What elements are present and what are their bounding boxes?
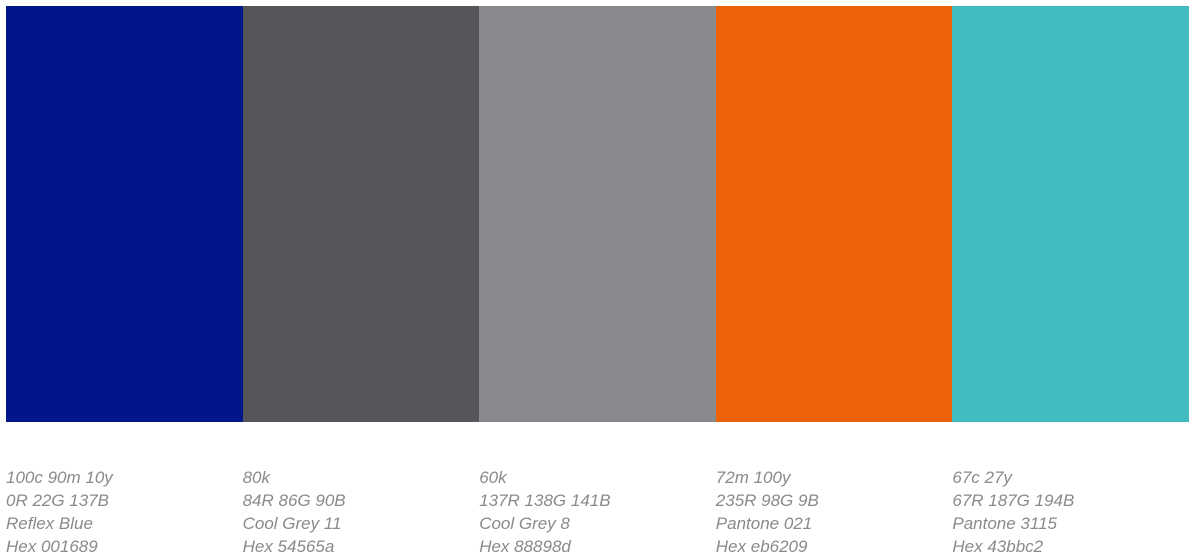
color-swatch-row xyxy=(6,6,1189,422)
cmyk-value: 72m 100y xyxy=(715,468,791,487)
cmyk-value: 60k xyxy=(479,468,507,487)
rgb-value: 0R 22G 137B xyxy=(6,491,110,510)
spec-cool-grey-11: 80k 84R 86G 90B Cool Grey 11 Hex 54565a xyxy=(243,466,480,558)
swatch-pantone-021 xyxy=(715,6,953,422)
cmyk-value: 80k xyxy=(242,468,271,487)
hex-value: Hex 88898d xyxy=(479,537,571,556)
rgb-value: 137R 138G 141B xyxy=(479,491,611,510)
cmyk-value: 100c 90m 10y xyxy=(6,468,113,487)
pantone-name: Cool Grey 11 xyxy=(242,514,342,533)
pantone-name: Cool Grey 8 xyxy=(479,514,570,533)
hex-value: Hex 54565a xyxy=(242,537,335,556)
swatch-cool-grey-8 xyxy=(479,6,716,422)
swatch-reflex-blue xyxy=(6,6,243,422)
swatch-cool-grey-11 xyxy=(242,6,480,422)
spec-pantone-3115: 67c 27y 67R 187G 194B Pantone 3115 Hex 4… xyxy=(952,466,1189,558)
spec-pantone-021: 72m 100y 235R 98G 9B Pantone 021 Hex eb6… xyxy=(716,466,953,558)
spec-cool-grey-8: 60k 137R 138G 141B Cool Grey 8 Hex 88898… xyxy=(479,466,716,558)
rgb-value: 84R 86G 90B xyxy=(242,491,346,510)
pantone-name: Pantone 021 xyxy=(715,514,813,533)
spec-reflex-blue: 100c 90m 10y 0R 22G 137B Reflex Blue Hex… xyxy=(6,466,243,558)
swatch-pantone-3115 xyxy=(952,6,1189,422)
color-spec-labels: 100c 90m 10y 0R 22G 137B Reflex Blue Hex… xyxy=(6,466,1189,558)
rgb-value: 235R 98G 9B xyxy=(715,491,819,510)
pantone-name: Pantone 3115 xyxy=(952,514,1057,533)
hex-value: Hex 001689 xyxy=(6,537,98,556)
cmyk-value: 67c 27y xyxy=(952,468,1012,487)
hex-value: Hex 43bbc2 xyxy=(952,537,1044,556)
pantone-name: Reflex Blue xyxy=(6,514,93,533)
hex-value: Hex eb6209 xyxy=(715,537,808,556)
rgb-value: 67R 187G 194B xyxy=(952,491,1075,510)
